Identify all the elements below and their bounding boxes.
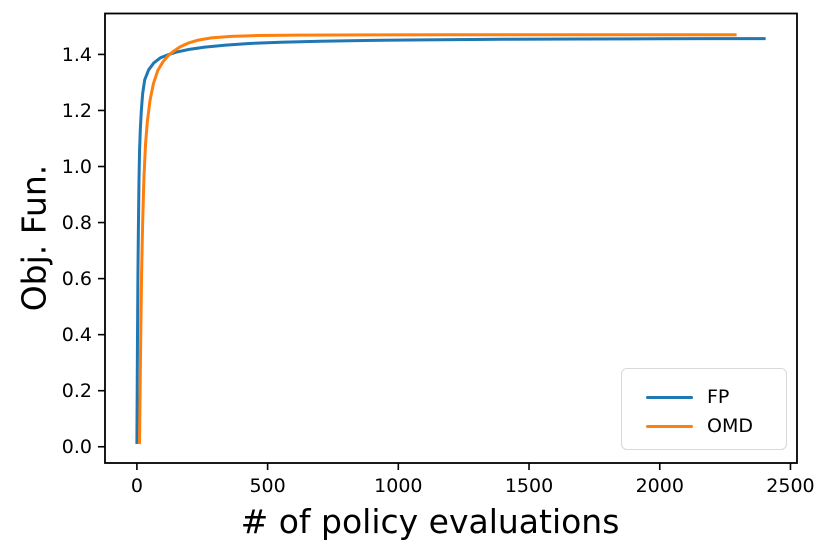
omd-series-line xyxy=(138,33,737,444)
legend-label-omd: OMD xyxy=(707,415,753,437)
series-group xyxy=(135,33,766,444)
y-axis-label: Obj. Fun. xyxy=(14,164,54,312)
x-tick-label: 0 xyxy=(131,475,143,497)
y-tick-label: 0.0 xyxy=(62,436,92,458)
legend-label-fp: FP xyxy=(707,386,730,408)
legend-item-fp: FP xyxy=(646,388,786,407)
legend-item-omd: OMD xyxy=(646,417,786,436)
fp-line-swatch xyxy=(646,395,693,400)
x-tick-label: 500 xyxy=(249,475,285,497)
y-tick-label: 0.4 xyxy=(62,324,92,346)
x-tick-label: 2500 xyxy=(766,475,814,497)
legend: FP OMD xyxy=(621,368,787,450)
y-tick-label: 1.4 xyxy=(62,44,92,66)
x-tick-label: 2000 xyxy=(636,475,684,497)
y-tick-label: 0.2 xyxy=(62,380,92,402)
y-tick-label: 1.2 xyxy=(62,100,92,122)
y-tick-label: 1.0 xyxy=(62,156,92,178)
y-tick-label: 0.6 xyxy=(62,268,92,290)
x-axis-label: # of policy evaluations xyxy=(240,502,620,541)
plot-frame xyxy=(104,12,798,464)
omd-line-swatch xyxy=(646,424,693,429)
x-tick-label: 1500 xyxy=(505,475,553,497)
x-tick-label: 1000 xyxy=(374,475,422,497)
y-tick-label: 0.8 xyxy=(62,212,92,234)
